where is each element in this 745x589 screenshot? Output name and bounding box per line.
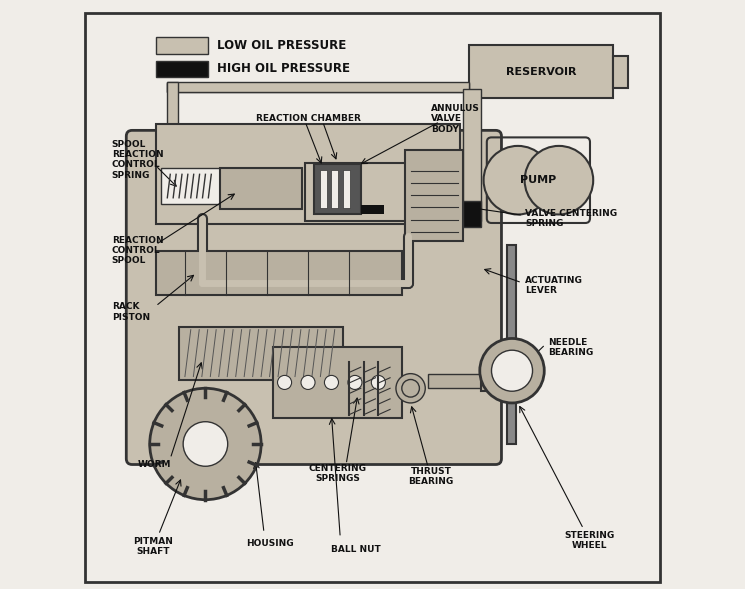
Text: THRUST
BEARING: THRUST BEARING (408, 466, 454, 486)
FancyBboxPatch shape (361, 205, 384, 214)
FancyBboxPatch shape (428, 373, 481, 388)
Circle shape (480, 339, 545, 403)
Circle shape (492, 350, 533, 391)
Circle shape (484, 146, 552, 214)
FancyBboxPatch shape (405, 150, 463, 240)
Text: HOUSING: HOUSING (246, 539, 294, 548)
FancyBboxPatch shape (320, 170, 327, 208)
FancyBboxPatch shape (613, 56, 627, 88)
Text: BALL NUT: BALL NUT (332, 545, 381, 554)
FancyBboxPatch shape (156, 37, 209, 54)
Text: REACTION CHAMBER: REACTION CHAMBER (256, 114, 361, 123)
Text: REACTION
CONTROL
SPOOL: REACTION CONTROL SPOOL (112, 236, 163, 266)
Circle shape (150, 388, 261, 499)
FancyBboxPatch shape (481, 370, 507, 391)
FancyBboxPatch shape (156, 124, 460, 224)
FancyBboxPatch shape (178, 207, 201, 216)
FancyBboxPatch shape (343, 170, 350, 208)
FancyBboxPatch shape (469, 45, 613, 98)
Circle shape (396, 373, 425, 403)
Circle shape (278, 375, 291, 389)
FancyBboxPatch shape (305, 163, 434, 221)
FancyBboxPatch shape (273, 348, 402, 418)
Text: STEERING
WHEEL: STEERING WHEEL (564, 531, 615, 550)
Text: ANNULUS
VALVE
BODY: ANNULUS VALVE BODY (431, 104, 480, 134)
Circle shape (402, 379, 419, 397)
Text: PUMP: PUMP (520, 175, 557, 185)
FancyBboxPatch shape (156, 250, 402, 294)
Circle shape (183, 422, 228, 466)
Text: PITMAN
SHAFT: PITMAN SHAFT (133, 537, 173, 556)
Text: NEEDLE
BEARING: NEEDLE BEARING (548, 337, 594, 357)
Text: SPOOL
REACTION
CONTROL
SPRING: SPOOL REACTION CONTROL SPRING (112, 140, 163, 180)
Circle shape (348, 375, 362, 389)
FancyBboxPatch shape (463, 90, 481, 221)
FancyBboxPatch shape (179, 327, 343, 379)
FancyBboxPatch shape (168, 82, 178, 219)
FancyBboxPatch shape (156, 61, 209, 77)
FancyBboxPatch shape (220, 168, 302, 210)
FancyBboxPatch shape (168, 84, 469, 92)
FancyBboxPatch shape (162, 168, 220, 204)
Circle shape (371, 375, 385, 389)
Text: WORM: WORM (138, 460, 171, 469)
FancyBboxPatch shape (507, 244, 516, 444)
Circle shape (324, 375, 338, 389)
Text: RESERVOIR: RESERVOIR (506, 67, 577, 77)
Circle shape (524, 146, 593, 214)
FancyBboxPatch shape (469, 95, 478, 107)
FancyBboxPatch shape (314, 164, 361, 214)
Circle shape (301, 375, 315, 389)
FancyBboxPatch shape (85, 13, 660, 582)
FancyBboxPatch shape (168, 82, 469, 92)
Text: RACK
PISTON: RACK PISTON (112, 302, 150, 322)
Text: LOW OIL PRESSURE: LOW OIL PRESSURE (217, 39, 346, 52)
Text: HIGH OIL PRESSURE: HIGH OIL PRESSURE (217, 62, 350, 75)
FancyBboxPatch shape (127, 130, 501, 465)
FancyBboxPatch shape (332, 170, 338, 208)
Text: VALVE CENTERING
SPRING: VALVE CENTERING SPRING (525, 209, 617, 228)
Text: ACTUATING
LEVER: ACTUATING LEVER (525, 276, 583, 296)
Text: CENTERING
SPRINGS: CENTERING SPRINGS (308, 464, 367, 483)
FancyBboxPatch shape (463, 201, 481, 227)
